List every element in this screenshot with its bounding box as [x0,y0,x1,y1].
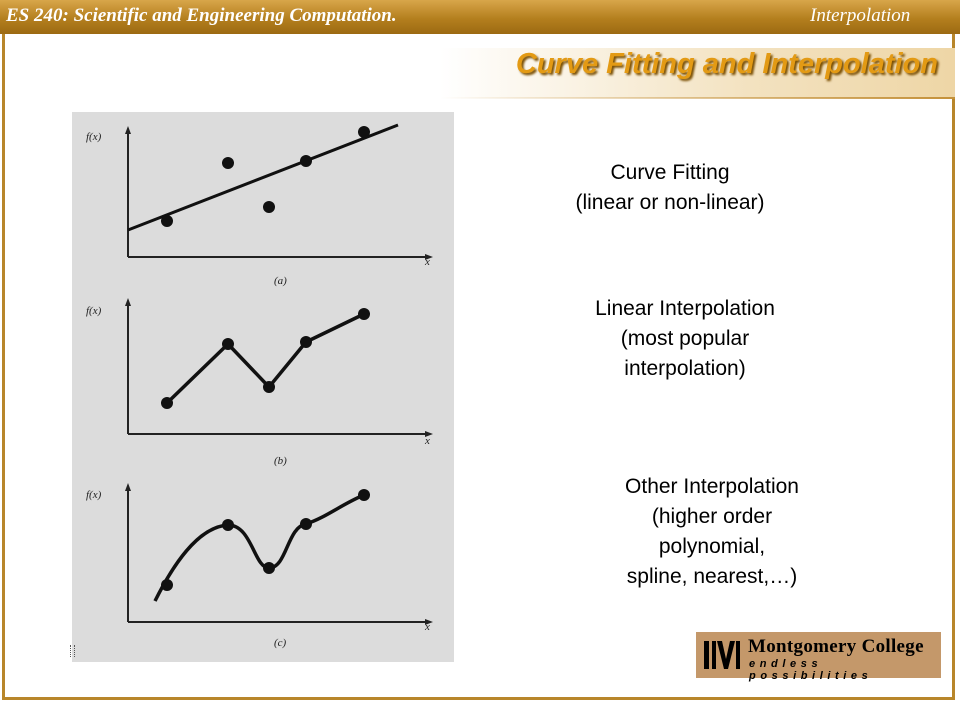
panel-b-y-arrow [125,298,131,306]
college-tagline: endless possibilities [749,658,873,682]
label-line: Other Interpolation [625,475,799,498]
label-line: interpolation) [624,357,746,380]
slide-frame [2,34,955,700]
panel-c-point [358,489,370,501]
panel-a-x-arrow [425,254,433,260]
slide-marker [70,645,75,657]
panel-c-spline [153,493,365,602]
other-interpolation-label: Other Interpolation (higher order polyno… [562,472,862,592]
panel-b-point [161,397,173,409]
college-name: Montgomery College [748,636,924,657]
course-title: ES 240: Scientific and Engineering Compu… [6,5,397,26]
college-logo-icon [704,641,740,669]
linear-interpolation-label: Linear Interpolation (most popular inter… [535,294,835,384]
panel-a-point [263,201,275,213]
label-line: spline, nearest,…) [626,565,798,588]
panel-c-ylabel: f(x) [86,489,102,501]
panel-b-x-arrow [425,431,433,437]
panel-c-y-arrow [125,483,131,491]
panel-c-point [161,579,173,591]
panel-c: f(x) x (c) [86,483,433,649]
panel-a-ylabel: f(x) [86,131,102,143]
panel-b-caption: (b) [274,455,287,467]
panel-a-caption: (a) [274,275,287,287]
figure-svg: f(x) x (a) f(x) x (b) [86,123,433,649]
panel-a-point [222,157,234,169]
interpolation-figure: f(x) x (a) f(x) x (b) [72,112,454,662]
panel-c-point [263,562,275,574]
panel-a-fit-line [127,123,399,232]
label-line: Curve Fitting [610,161,730,184]
label-line: (higher order [651,505,773,528]
panel-c-caption: (c) [274,637,287,649]
panel-a-y-arrow [125,126,131,134]
panel-a-point [358,126,370,138]
panel-a: f(x) x (a) [86,123,433,287]
panel-b-point [263,381,275,393]
label-line: (most popular [620,327,750,350]
label-line: (linear or non-linear) [575,191,765,214]
panel-b-point [358,308,370,320]
panel-a-xlabel: x [424,256,430,268]
label-line: Linear Interpolation [595,297,775,320]
header-bar: ES 240: Scientific and Engineering Compu… [0,0,960,34]
title-underline [440,97,955,99]
college-logo: Montgomery College endless possibilities [696,632,941,682]
panel-c-point [222,519,234,531]
curve-fitting-label: Curve Fitting (linear or non-linear) [520,158,820,218]
panel-c-x-arrow [425,619,433,625]
panel-b-xlabel: x [424,435,430,447]
topic-label: Interpolation [810,5,911,26]
slide-title: Curve Fitting and Interpolation [515,48,938,80]
title-background [440,48,955,98]
panel-a-point [161,215,173,227]
label-line: polynomial, [658,535,766,558]
panel-c-xlabel: x [424,621,430,633]
panel-a-point [300,155,312,167]
panel-c-point [300,518,312,530]
panel-b-point [300,336,312,348]
panel-b: f(x) x (b) [86,298,433,467]
panel-b-point [222,338,234,350]
panel-b-ylabel: f(x) [86,305,102,317]
